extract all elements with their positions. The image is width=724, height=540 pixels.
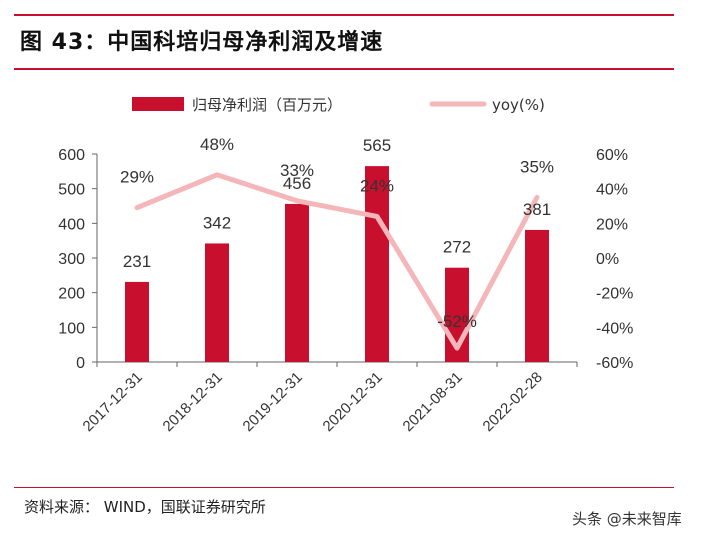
yoy-value-label: 33% [280,161,314,180]
legend-line-label: yoy(%) [492,96,545,114]
yoy-value-label: 35% [520,157,554,176]
left-tick-label: 100 [58,320,85,337]
bar-value-label: 342 [203,213,231,232]
watermark: 头条 @未来智库 [572,510,682,528]
source-note: 资料来源： WIND，国联证券研究所 [24,498,266,516]
bar-value-label: 381 [523,200,551,219]
x-tick-label: 2021-08-31 [400,369,466,435]
bar [125,281,149,362]
yoy-line [134,172,540,351]
bar-value-label: 565 [363,136,391,155]
right-tick-label: 60% [596,147,628,164]
yoy-value-label: -52% [437,312,477,331]
yoy-value-label: 29% [120,168,154,187]
right-tick-label: -60% [596,355,633,372]
bar-value-label: 272 [443,238,471,257]
yoy-polyline [134,172,540,351]
right-tick-label: 40% [596,182,628,199]
left-tick-label: 0 [76,355,85,372]
yoy-value-label: 48% [200,135,234,154]
x-tick-label: 2018-12-31 [160,369,226,435]
data-labels: 231 342 456 565 272 381 29% 48% 33% 24% -52% 35% [120,135,554,331]
right-tick-label: 0% [596,251,619,268]
right-tick-label: -40% [596,320,633,337]
title-bottom-rule [14,68,674,70]
legend: 归母净利润（百万元） yoy(%) [132,96,545,114]
bar [365,166,389,362]
figure-title: 图 43：中国科培归母净利润及增速 [20,30,384,55]
title-top-rule [14,14,674,16]
footer-rule [14,487,674,488]
bar [205,243,229,362]
x-tick-label: 2020-12-31 [320,369,386,435]
legend-bar-label: 归母净利润（百万元） [192,96,342,114]
bars [125,166,549,362]
bar-value-label: 231 [123,252,151,271]
x-tick-label: 2022-02-28 [480,369,546,435]
bar [285,203,309,362]
right-tick-label: -20% [596,286,633,303]
x-tick-label: 2019-12-31 [240,369,306,435]
legend-bar-swatch [132,97,184,111]
bar [525,229,549,362]
left-tick-label: 500 [58,182,85,199]
bar-value-label: 456 [283,174,311,193]
x-tick-label: 2017-12-31 [80,369,146,435]
left-tick-label: 300 [58,251,85,268]
left-tick-label: 400 [58,216,85,233]
right-tick-label: 20% [596,216,628,233]
left-tick-label: 600 [58,147,85,164]
left-tick-label: 200 [58,286,85,303]
yoy-value-label: 24% [360,176,394,195]
